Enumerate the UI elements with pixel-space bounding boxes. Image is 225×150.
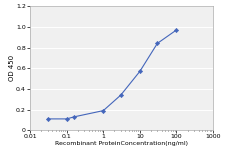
X-axis label: Recombinant ProteinConcentration(ng/ml): Recombinant ProteinConcentration(ng/ml) [55,141,188,146]
Y-axis label: OD 450: OD 450 [9,55,15,81]
